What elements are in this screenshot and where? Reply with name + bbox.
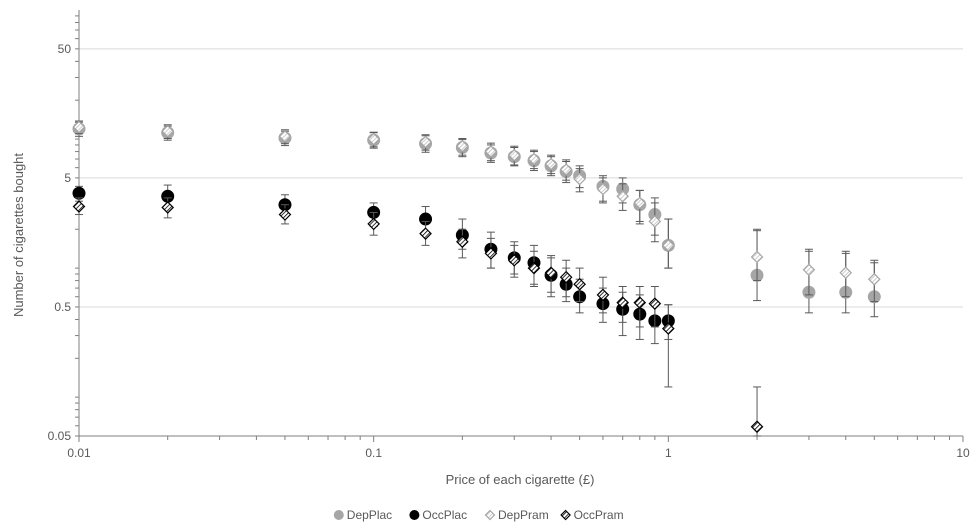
data-point (278, 129, 292, 143)
data-point (802, 263, 816, 277)
x-tick-label: 10 (956, 446, 970, 460)
data-point (661, 322, 675, 335)
data-point (596, 182, 610, 196)
legend-marker (333, 510, 344, 520)
data-point (456, 139, 469, 153)
legend-label: DepPram (498, 508, 549, 522)
x-tick-label: 1 (665, 446, 672, 460)
legend-marker (484, 509, 496, 521)
data-series (72, 120, 881, 437)
data-point (161, 124, 175, 138)
gridlines (79, 48, 963, 437)
data-point (573, 277, 586, 291)
series-DepPlac (72, 121, 881, 318)
data-point (648, 297, 662, 311)
series-DepPram (72, 120, 881, 303)
data-point (559, 270, 573, 284)
data-point (456, 235, 469, 249)
data-point (544, 266, 558, 280)
legend-label: OccPram (574, 508, 624, 522)
y-tick-label: 0.5 (54, 300, 71, 314)
data-point (867, 272, 881, 286)
legend-item-OccPram: OccPram (560, 508, 624, 522)
y-tick-label: 0.05 (48, 429, 72, 443)
data-point (161, 201, 175, 214)
data-point (839, 266, 853, 280)
data-point (616, 296, 630, 309)
data-point (661, 239, 675, 252)
x-tick-label: 0.1 (365, 446, 382, 460)
data-point (633, 196, 647, 210)
legend-item-OccPlac: OccPlac (409, 508, 467, 522)
data-point (633, 296, 647, 309)
data-point (419, 227, 432, 240)
data-point (484, 145, 498, 158)
legend-item-DepPram: DepPram (484, 508, 549, 522)
data-point (72, 200, 86, 213)
data-point (72, 120, 86, 134)
data-point (507, 148, 521, 162)
legend-item-DepPlac: DepPlac (333, 508, 392, 522)
data-point (750, 250, 764, 264)
data-point (750, 420, 764, 434)
y-tick-label: 5 (64, 171, 71, 185)
data-point (648, 215, 662, 228)
data-point (559, 163, 573, 176)
data-point (527, 152, 541, 166)
data-point (544, 157, 558, 171)
data-point (507, 253, 521, 267)
x-axis-title: Price of each cigarette (£) (446, 472, 595, 487)
legend-label: DepPlac (347, 508, 392, 522)
data-point (419, 135, 432, 149)
data-point (527, 261, 541, 275)
x-tick-label: 0.01 (67, 446, 91, 460)
data-point (573, 172, 586, 186)
series-OccPram (72, 197, 764, 437)
data-point (616, 189, 630, 203)
legend-marker (560, 509, 571, 521)
data-point (278, 208, 292, 221)
data-point (484, 247, 498, 260)
axes: 0.05 0.5 5 50 0.01 0.1 1 10 (48, 10, 970, 460)
data-point (367, 217, 381, 231)
y-tick-label: 50 (58, 42, 72, 56)
legend: DepPlac OccPlac DepPram OccPram (333, 508, 624, 522)
data-point (367, 132, 381, 146)
y-axis-title: Number of cigarettes bought (11, 153, 26, 317)
legend-label: OccPlac (422, 508, 467, 522)
legend-marker (409, 510, 420, 520)
data-point (596, 288, 610, 302)
